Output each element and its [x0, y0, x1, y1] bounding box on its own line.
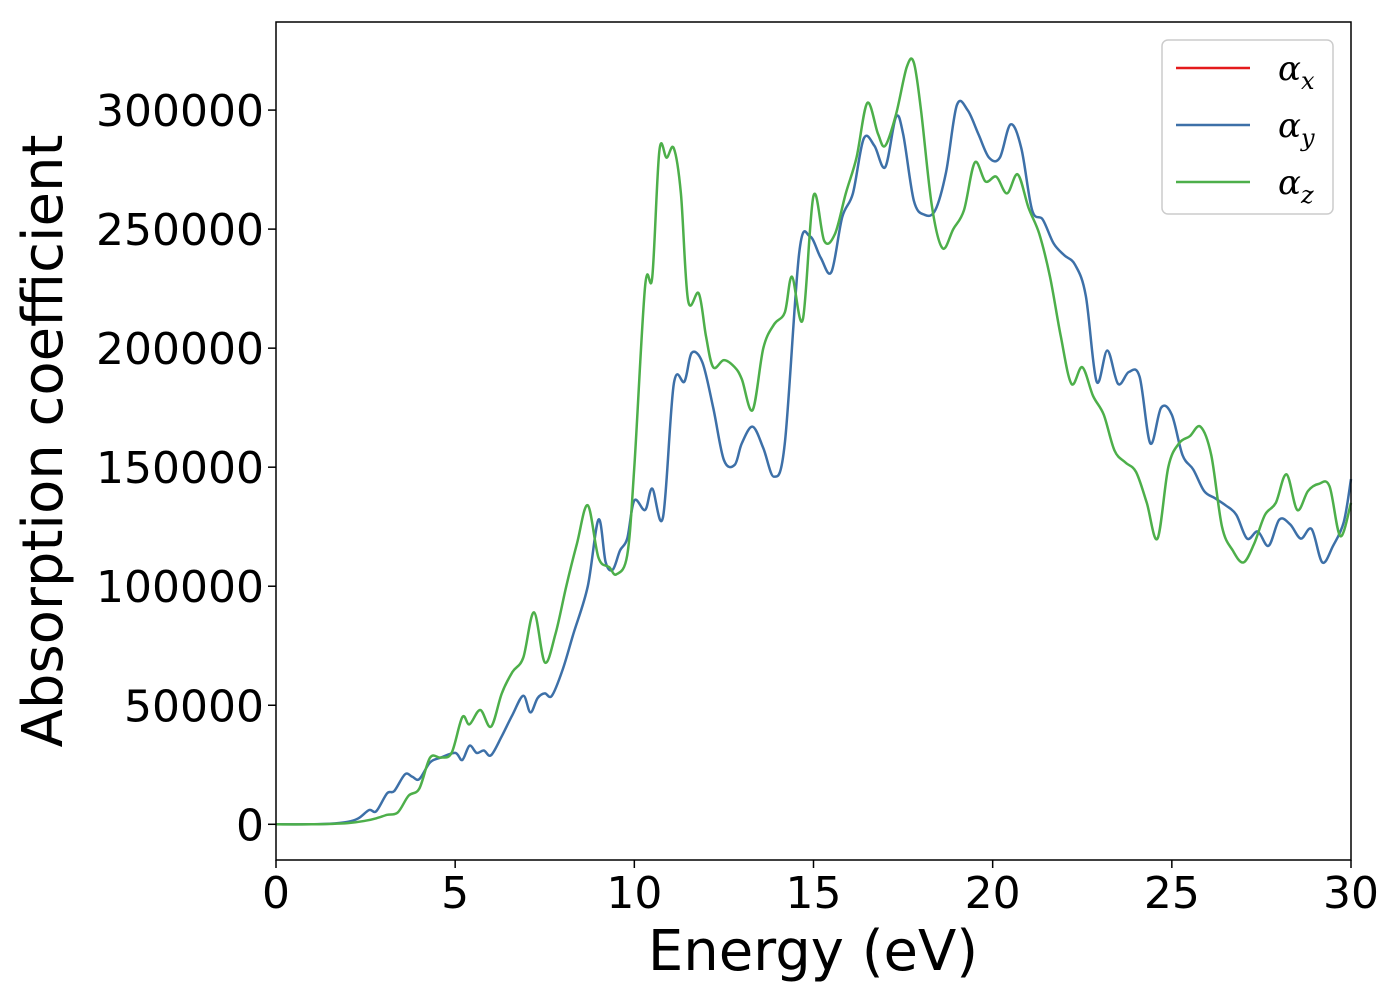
y-tick-label: 100000 [96, 562, 264, 613]
legend-box [1161, 39, 1334, 215]
legend-label-y: αy [1278, 106, 1315, 152]
legend-label-x: αx [1278, 49, 1315, 95]
x-tick-label: 0 [262, 868, 290, 919]
x-tick-label: 5 [441, 868, 469, 919]
series-lines [275, 57, 1353, 826]
legend-symbol: α [1278, 49, 1301, 89]
plot-frame [275, 21, 1352, 861]
x-tick-label: 20 [965, 868, 1021, 919]
x-tick-label: 25 [1144, 868, 1200, 919]
x-tick-label: 30 [1323, 868, 1379, 919]
x-tick-label: 10 [606, 868, 662, 919]
legend-symbol: α [1278, 163, 1301, 203]
legend-subscript: x [1301, 67, 1315, 95]
legend-label-z: αz [1278, 163, 1314, 209]
x-axis-ticks: 0 5 10 15 20 25 30 [262, 860, 1379, 919]
y-axis-ticks: 0 50000 100000 150000 200000 250000 300000 [96, 86, 276, 851]
x-tick-label: 15 [786, 868, 842, 919]
y-tick-label: 250000 [96, 205, 264, 256]
y-tick-label: 300000 [96, 86, 264, 137]
legend-subscript: y [1300, 124, 1315, 152]
y-tick-label: 0 [236, 800, 264, 851]
y-tick-label: 150000 [96, 443, 264, 494]
y-tick-label: 50000 [124, 681, 264, 732]
series-line-y [275, 99, 1353, 826]
legend-subscript: z [1300, 181, 1314, 209]
y-tick-label: 200000 [96, 324, 264, 375]
y-axis-label: Absorption coefficient [11, 135, 76, 748]
x-axis-label: Energy (eV) [648, 919, 978, 984]
series-line-z [275, 57, 1353, 826]
legend-symbol: α [1278, 106, 1301, 146]
